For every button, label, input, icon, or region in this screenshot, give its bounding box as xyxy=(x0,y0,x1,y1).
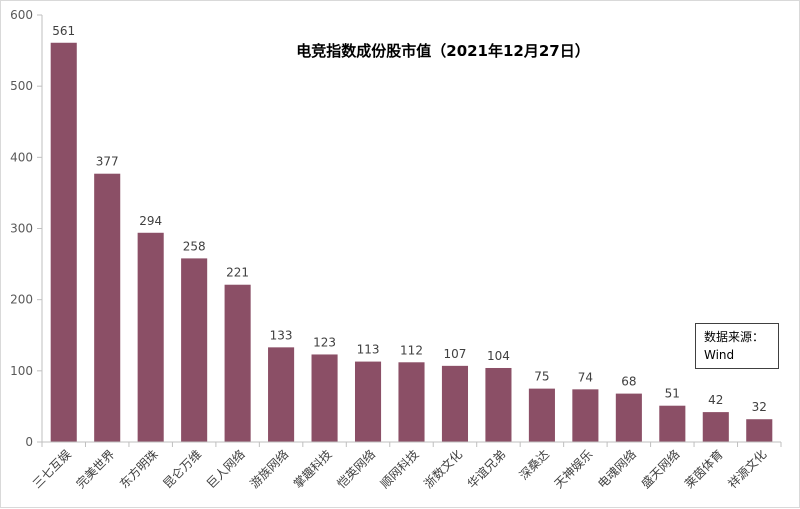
data-label: 68 xyxy=(621,375,636,389)
bar xyxy=(528,388,555,442)
data-label: 42 xyxy=(708,393,723,407)
source-note-box: 数据来源： Wind xyxy=(695,323,779,369)
y-tick-label: 600 xyxy=(10,8,33,22)
x-tick-label: 三七互娱 xyxy=(30,447,74,491)
x-tick-label: 巨人网络 xyxy=(203,447,248,492)
bar xyxy=(485,367,512,442)
x-tick-label: 东方明珠 xyxy=(116,447,161,492)
y-tick-label: 0 xyxy=(25,435,33,449)
x-tick-label: 天神娱乐 xyxy=(552,447,596,491)
data-label: 294 xyxy=(139,214,162,228)
data-label: 104 xyxy=(487,349,510,363)
bar xyxy=(659,405,686,442)
x-tick-label: 华谊兄弟 xyxy=(464,447,509,492)
bar xyxy=(572,389,599,442)
y-axis: 0 100 200 300 400 500 600 xyxy=(10,8,43,449)
data-label: 112 xyxy=(400,343,423,357)
x-tick-label: 昆仑万维 xyxy=(160,447,204,491)
y-tick-label: 100 xyxy=(10,364,33,378)
x-axis: 三七互娱 完美世界 东方明珠 昆仑万维 巨人网络 游族网络 掌趣科技 恺英网络 顺网科技 浙数文化… xyxy=(30,441,782,492)
data-labels-group: 561 377 294 258 221 133 123 113 112 107 104 75 74 68 5… xyxy=(52,24,767,414)
bar xyxy=(181,258,208,442)
bar xyxy=(746,419,773,442)
bar xyxy=(702,412,729,442)
data-label: 133 xyxy=(270,328,293,342)
x-tick-label: 电魂网络 xyxy=(594,447,639,492)
chart-title: 电竞指数成份股市值（2021年12月27日） xyxy=(296,42,590,60)
bar xyxy=(137,232,164,442)
bar xyxy=(50,42,77,442)
x-tick-label: 完美世界 xyxy=(73,447,118,492)
bar xyxy=(441,365,469,442)
y-tick-label: 400 xyxy=(10,150,33,164)
x-tick-label: 祥源文化 xyxy=(725,447,770,492)
x-tick-label: 盛天网络 xyxy=(638,447,683,492)
y-tick-label: 200 xyxy=(10,293,33,307)
x-tick-label: 深桑达 xyxy=(517,447,552,482)
x-tick-label: 掌趣科技 xyxy=(290,447,335,492)
y-tick-label: 300 xyxy=(10,222,33,236)
data-label: 258 xyxy=(183,239,206,253)
data-label: 123 xyxy=(313,335,336,349)
x-tick-label: 恺英网络 xyxy=(334,447,379,492)
x-tick-label: 浙数文化 xyxy=(421,447,466,492)
y-tick-label: 500 xyxy=(10,79,33,93)
bar xyxy=(354,361,382,442)
x-tick-label: 顺网科技 xyxy=(378,447,422,491)
data-label: 107 xyxy=(444,347,467,361)
bar xyxy=(268,347,295,442)
bar xyxy=(311,354,338,442)
data-label: 377 xyxy=(96,155,119,169)
data-label: 51 xyxy=(665,387,680,401)
data-label: 113 xyxy=(357,343,380,357)
x-tick-label: 莱茵体育 xyxy=(681,447,726,492)
source-note-label: 数据来源： xyxy=(704,330,765,344)
bar xyxy=(224,284,251,442)
data-label: 221 xyxy=(226,266,249,280)
bar xyxy=(94,173,121,442)
source-note-value: Wind xyxy=(704,348,735,362)
x-tick-label: 游族网络 xyxy=(247,447,292,492)
bar xyxy=(398,362,425,442)
bars-group xyxy=(50,42,773,442)
bar xyxy=(615,393,642,442)
data-label: 32 xyxy=(752,400,767,414)
data-label: 75 xyxy=(534,370,549,384)
data-label: 74 xyxy=(578,370,593,384)
data-label: 561 xyxy=(52,24,75,38)
